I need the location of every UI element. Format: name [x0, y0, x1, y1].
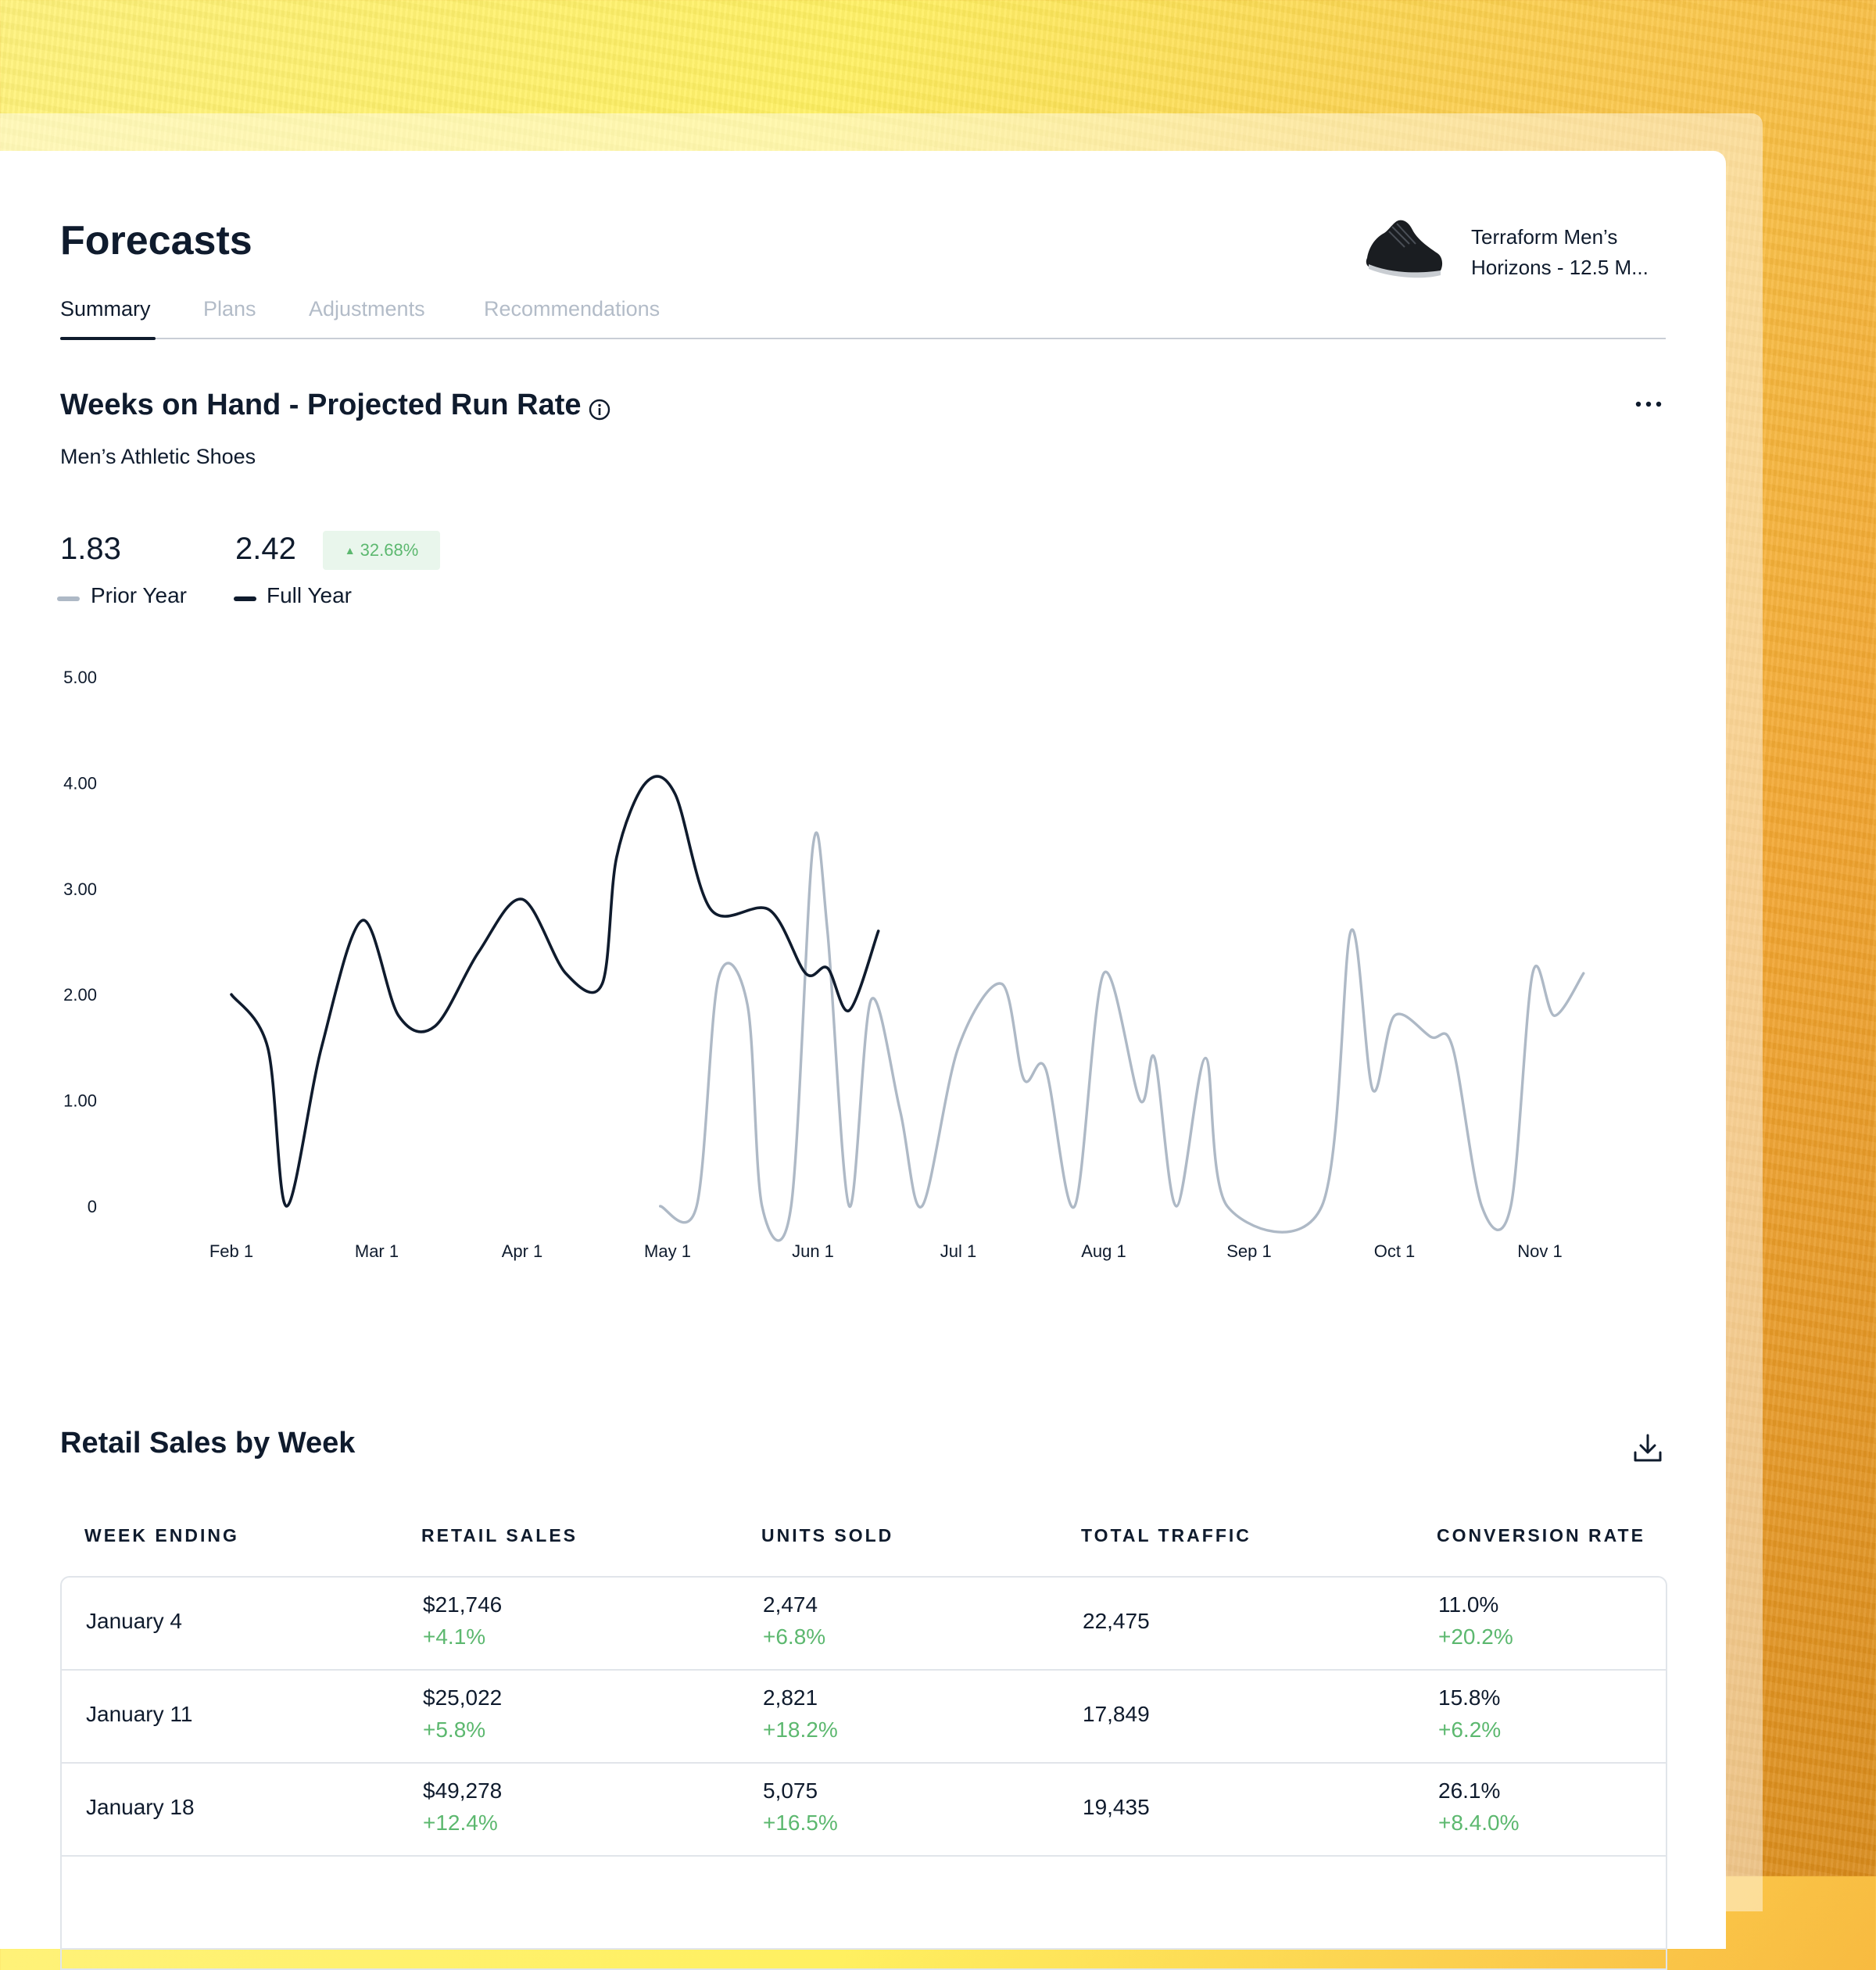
units-sold-cell: 2,821 [763, 1685, 818, 1710]
product-name-line1: Terraform Men’s [1471, 225, 1618, 249]
x-tick-label: Jun 1 [792, 1241, 834, 1261]
product-selector[interactable]: Terraform Men’s Horizons - 12.5 M... [1361, 213, 1674, 299]
y-tick-label: 0 [88, 1197, 97, 1216]
x-tick-label: Oct 1 [1374, 1241, 1416, 1261]
conversion-rate-cell: 26.1% [1438, 1778, 1501, 1803]
full-year-swatch [234, 596, 256, 601]
active-tab-indicator [60, 337, 156, 340]
prior-year-line[interactable] [659, 831, 1585, 1242]
y-tick-label: 2.00 [63, 985, 97, 1005]
full-year-metric: 2.42 [235, 532, 296, 566]
conversion-rate-change: +6.2% [1438, 1717, 1502, 1742]
column-retail-sales[interactable]: RETAIL SALES [421, 1525, 578, 1546]
week-ending-cell: January 18 [86, 1795, 195, 1819]
conversion-rate-cell: 15.8% [1438, 1685, 1501, 1710]
table-row[interactable] [62, 1857, 1666, 1950]
week-ending-cell: January 4 [86, 1609, 182, 1633]
x-tick-label: Feb 1 [209, 1241, 253, 1261]
legend-full-year: Full Year [267, 583, 352, 607]
tab-recommendations[interactable]: Recommendations [484, 297, 660, 321]
retail-sales-change: +12.4% [423, 1811, 498, 1835]
tab-adjustments[interactable]: Adjustments [309, 297, 425, 321]
tab-plans-label: Plans [203, 297, 256, 321]
retail-sales-title: Retail Sales by Week [60, 1427, 356, 1460]
retail-sales-change: +4.1% [423, 1624, 486, 1649]
units-sold-change: +6.8% [763, 1624, 826, 1649]
retail-sales-table: January 4 $21,746 +4.1% 2,474 +6.8% 22,4… [60, 1576, 1667, 1970]
table-row[interactable]: January 4 $21,746 +4.1% 2,474 +6.8% 22,4… [62, 1578, 1666, 1671]
total-traffic-cell: 19,435 [1083, 1795, 1150, 1819]
column-units-sold[interactable]: UNITS SOLD [761, 1525, 894, 1546]
info-icon[interactable] [588, 398, 611, 421]
total-traffic-cell: 17,849 [1083, 1702, 1150, 1726]
table-header: WEEK ENDING RETAIL SALES UNITS SOLD TOTA… [60, 1520, 1666, 1560]
tab-adjustments-label: Adjustments [309, 297, 425, 321]
retail-sales-cell: $49,278 [423, 1778, 503, 1803]
retail-sales-change: +5.8% [423, 1717, 486, 1742]
column-conversion-rate[interactable]: CONVERSION RATE [1437, 1525, 1645, 1546]
column-week-ending[interactable]: WEEK ENDING [84, 1525, 239, 1546]
product-name: Terraform Men’s Horizons - 12.5 M... [1471, 222, 1667, 283]
retail-sales-cell: $21,746 [423, 1592, 503, 1617]
forecast-panel [0, 151, 1726, 1949]
column-total-traffic[interactable]: TOTAL TRAFFIC [1081, 1525, 1251, 1546]
retail-sales-cell: $25,022 [423, 1685, 503, 1710]
x-tick-label: Apr 1 [502, 1241, 543, 1261]
weeks-on-hand-title: Weeks on Hand - Projected Run Rate [60, 389, 582, 421]
table-row[interactable]: January 11 $25,022 +5.8% 2,821 +18.2% 17… [62, 1671, 1666, 1764]
y-tick-label: 5.00 [63, 668, 97, 687]
full-year-line[interactable] [230, 775, 880, 1208]
change-badge: ▲ 32.68% [323, 531, 440, 570]
total-traffic-cell: 22,475 [1083, 1609, 1150, 1633]
chart-subtitle: Men’s Athletic Shoes [60, 445, 256, 468]
download-icon[interactable] [1632, 1432, 1663, 1463]
tab-plans[interactable]: Plans [203, 297, 256, 321]
x-tick-label: Mar 1 [355, 1241, 399, 1261]
more-options-icon[interactable] [1633, 392, 1664, 416]
x-tick-label: Sep 1 [1226, 1241, 1272, 1261]
product-name-line2: Horizons - 12.5 M... [1471, 256, 1649, 279]
conversion-rate-cell: 11.0% [1438, 1592, 1499, 1617]
legend-prior-year: Prior Year [91, 583, 187, 607]
tab-bar: Summary Plans Adjustments Recommendation… [60, 292, 1666, 340]
x-tick-label: Aug 1 [1081, 1241, 1126, 1261]
week-ending-cell: January 11 [86, 1702, 193, 1726]
page-title: Forecasts [60, 218, 252, 263]
tab-summary[interactable]: Summary [60, 297, 151, 321]
units-sold-change: +18.2% [763, 1717, 838, 1742]
x-tick-label: Jul 1 [940, 1241, 976, 1261]
x-tick-label: May 1 [644, 1241, 691, 1261]
change-badge-value: 32.68% [360, 540, 419, 560]
x-tick-label: Nov 1 [1517, 1241, 1562, 1261]
prior-year-swatch [57, 596, 80, 601]
units-sold-change: +16.5% [763, 1811, 838, 1835]
y-tick-label: 3.00 [63, 879, 97, 899]
y-tick-label: 4.00 [63, 773, 97, 793]
triangle-up-icon: ▲ [344, 544, 356, 557]
units-sold-cell: 2,474 [763, 1592, 818, 1617]
shoe-product-icon [1366, 220, 1443, 278]
tab-recommendations-label: Recommendations [484, 297, 661, 321]
units-sold-cell: 5,075 [763, 1778, 818, 1803]
weeks-on-hand-chart: 5.00 4.00 3.00 2.00 1.00 0 Feb 1 Mar 1 Apr 1 May … [63, 668, 1585, 1261]
conversion-rate-change: +8.4.0% [1438, 1811, 1520, 1835]
prior-year-metric: 1.83 [60, 532, 121, 566]
tab-summary-label: Summary [60, 297, 151, 321]
table-row[interactable]: January 18 $49,278 +12.4% 5,075 +16.5% 1… [62, 1764, 1666, 1857]
conversion-rate-change: +20.2% [1438, 1624, 1513, 1649]
y-tick-label: 1.00 [63, 1091, 97, 1111]
